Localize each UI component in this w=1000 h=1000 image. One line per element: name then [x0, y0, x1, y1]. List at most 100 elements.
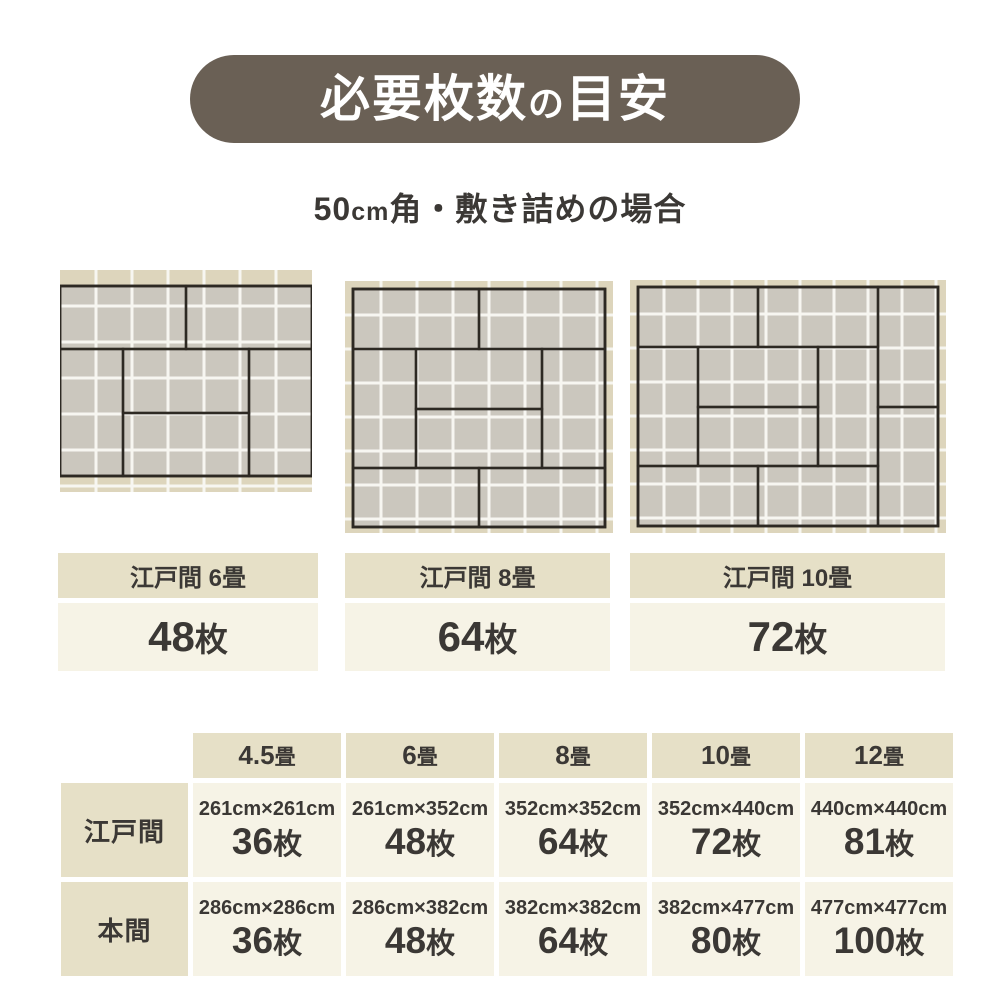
cell-room-size: 352cm×440cm: [657, 797, 795, 820]
col-header-value: 10: [701, 740, 730, 770]
col-header-unit: 畳: [882, 745, 904, 769]
cell-count-unit: 枚: [579, 828, 609, 861]
card-header-label: 江戸間 10畳: [630, 553, 945, 598]
cell-room-size: 382cm×477cm: [657, 896, 795, 919]
cell-count-unit: 枚: [426, 828, 456, 861]
cell-count-unit: 枚: [732, 828, 762, 861]
table-cell: 352cm×440cm 72枚: [652, 783, 800, 877]
cell-room-size: 261cm×352cm: [351, 797, 489, 820]
col-header-unit: 畳: [274, 745, 296, 769]
cell-count-unit: 枚: [885, 828, 915, 861]
text-segment: 必要枚数: [319, 71, 528, 127]
table-col-header: 10 畳: [652, 733, 800, 778]
spec-table: 4.5 畳 6 畳 8 畳 10 畳 12 畳江戸間 261cm×261cm 36枚 261cm×352…: [61, 733, 953, 976]
room-outline: [351, 287, 607, 529]
cell-room-size: 261cm×261cm: [198, 797, 336, 820]
cell-panel-count: 48枚: [385, 821, 455, 864]
table-col-header: 12 畳: [805, 733, 953, 778]
card-count-unit: 枚: [794, 621, 828, 658]
text-segment: 50: [313, 191, 352, 227]
cell-panel-count: 36枚: [232, 920, 302, 963]
cell-room-size: 286cm×286cm: [198, 896, 336, 919]
cell-panel-count: 81枚: [844, 821, 914, 864]
title-banner: 必要枚数の目安: [190, 55, 800, 143]
cell-room-size: 382cm×382cm: [504, 896, 642, 919]
diagram-edoma-6jo: [58, 270, 314, 497]
table-cell: 286cm×382cm 48枚: [346, 882, 494, 976]
cell-panel-count: 36枚: [232, 821, 302, 864]
card-count-value: 64: [437, 613, 485, 660]
cell-count-value: 72: [690, 820, 733, 862]
card-count: 48 枚: [58, 603, 318, 671]
card-edoma-6jo: 江戸間 6畳 48 枚: [58, 553, 318, 671]
cell-count-unit: 枚: [732, 927, 762, 960]
table-corner-empty: [61, 733, 188, 778]
card-count-value: 72: [747, 613, 795, 660]
col-header-value: 12: [854, 740, 883, 770]
cell-count-value: 100: [833, 919, 896, 961]
col-header-value: 6: [402, 740, 417, 770]
text-segment: 目安: [566, 71, 670, 127]
cell-panel-count: 72枚: [691, 821, 761, 864]
card-edoma-10jo: 江戸間 10畳 72 枚: [630, 553, 945, 671]
text-segment: 角・敷き詰めの場合: [389, 191, 687, 227]
tatami-layout-svg: [630, 280, 946, 533]
card-header-label: 江戸間 8畳: [345, 553, 610, 598]
table-cell: 261cm×352cm 48枚: [346, 783, 494, 877]
cell-room-size: 440cm×440cm: [810, 797, 948, 820]
table-col-header: 4.5 畳: [193, 733, 341, 778]
table-cell: 382cm×382cm 64枚: [499, 882, 647, 976]
cell-count-unit: 枚: [895, 927, 925, 960]
cell-panel-count: 80枚: [691, 920, 761, 963]
cell-count-value: 81: [843, 820, 886, 862]
table-cell: 440cm×440cm 81枚: [805, 783, 953, 877]
cell-panel-count: 64枚: [538, 920, 608, 963]
cell-count-value: 48: [384, 919, 427, 961]
text-segment: cm: [351, 198, 390, 226]
tatami-layout-svg: [58, 270, 314, 492]
col-header-value: 4.5: [238, 740, 275, 770]
subtitle: 50cm角・敷き詰めの場合: [0, 184, 1000, 230]
col-header-unit: 畳: [729, 745, 751, 769]
cell-count-value: 36: [231, 919, 274, 961]
card-count: 64 枚: [345, 603, 610, 671]
cell-count-value: 36: [231, 820, 274, 862]
cell-room-size: 352cm×352cm: [504, 797, 642, 820]
card-count: 72 枚: [630, 603, 945, 671]
diagram-edoma-8jo: [345, 281, 613, 538]
cell-count-value: 48: [384, 820, 427, 862]
col-header-unit: 畳: [416, 745, 438, 769]
cell-panel-count: 48枚: [385, 920, 455, 963]
table-cell: 352cm×352cm 64枚: [499, 783, 647, 877]
cell-room-size: 286cm×382cm: [351, 896, 489, 919]
page-title: 必要枚数の目安: [320, 74, 670, 124]
cell-panel-count: 100枚: [834, 920, 925, 963]
cell-count-unit: 枚: [273, 828, 303, 861]
cell-room-size: 477cm×477cm: [810, 896, 948, 919]
card-count-unit: 枚: [194, 621, 228, 658]
room-outline: [636, 285, 940, 528]
cell-count-unit: 枚: [273, 927, 303, 960]
table-cell: 261cm×261cm 36枚: [193, 783, 341, 877]
table-cell: 286cm×286cm 36枚: [193, 882, 341, 976]
tatami-layout-svg: [345, 281, 613, 533]
cell-panel-count: 64枚: [538, 821, 608, 864]
col-header-unit: 畳: [569, 745, 591, 769]
table-row-label: 江戸間: [61, 783, 188, 877]
card-count-unit: 枚: [484, 621, 518, 658]
cell-count-unit: 枚: [579, 927, 609, 960]
card-count-value: 48: [148, 613, 195, 660]
table-row-label: 本間: [61, 882, 188, 976]
cell-count-value: 64: [537, 820, 580, 862]
card-header-label: 江戸間 6畳: [58, 553, 318, 598]
diagram-edoma-10jo: [630, 280, 946, 538]
col-header-value: 8: [555, 740, 570, 770]
cell-count-value: 64: [537, 919, 580, 961]
card-edoma-8jo: 江戸間 8畳 64 枚: [345, 553, 610, 671]
cell-count-unit: 枚: [426, 927, 456, 960]
table-cell: 382cm×477cm 80枚: [652, 882, 800, 976]
table-cell: 477cm×477cm 100枚: [805, 882, 953, 976]
